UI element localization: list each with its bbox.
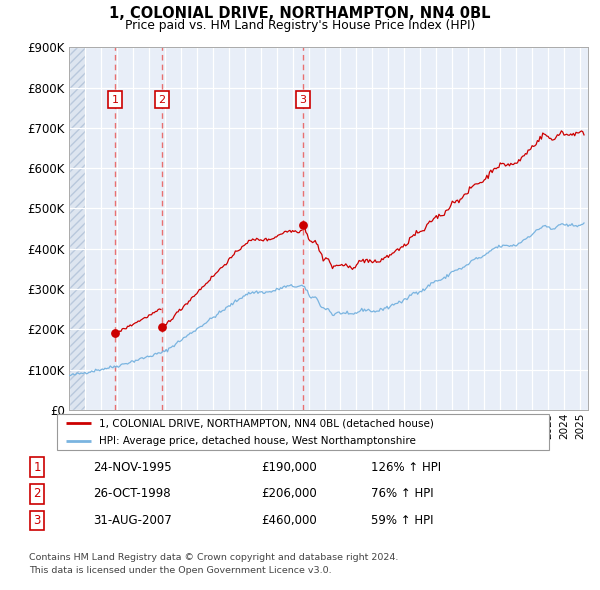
Text: Price paid vs. HM Land Registry's House Price Index (HPI): Price paid vs. HM Land Registry's House …	[125, 19, 475, 32]
Point	[298, 220, 308, 230]
Text: 2: 2	[34, 487, 41, 500]
Text: 1, COLONIAL DRIVE, NORTHAMPTON, NN4 0BL (detached house): 1, COLONIAL DRIVE, NORTHAMPTON, NN4 0BL …	[99, 418, 434, 428]
Text: £206,000: £206,000	[261, 487, 317, 500]
Text: 3: 3	[34, 514, 41, 527]
Text: HPI: Average price, detached house, West Northamptonshire: HPI: Average price, detached house, West…	[99, 436, 416, 445]
Text: £190,000: £190,000	[261, 461, 317, 474]
Text: 1: 1	[112, 95, 119, 105]
FancyBboxPatch shape	[57, 414, 549, 450]
Text: 3: 3	[299, 95, 307, 105]
Point	[157, 322, 167, 332]
Text: 59% ↑ HPI: 59% ↑ HPI	[371, 514, 433, 527]
Text: 31-AUG-2007: 31-AUG-2007	[93, 514, 172, 527]
Text: 1: 1	[34, 461, 41, 474]
Text: 76% ↑ HPI: 76% ↑ HPI	[371, 487, 433, 500]
Point	[110, 329, 120, 338]
Text: This data is licensed under the Open Government Licence v3.0.: This data is licensed under the Open Gov…	[29, 566, 331, 575]
Text: 2: 2	[158, 95, 166, 105]
Text: 26-OCT-1998: 26-OCT-1998	[93, 487, 170, 500]
Text: £460,000: £460,000	[261, 514, 317, 527]
Text: 24-NOV-1995: 24-NOV-1995	[93, 461, 172, 474]
Text: Contains HM Land Registry data © Crown copyright and database right 2024.: Contains HM Land Registry data © Crown c…	[29, 553, 398, 562]
Text: 126% ↑ HPI: 126% ↑ HPI	[371, 461, 441, 474]
Text: 1, COLONIAL DRIVE, NORTHAMPTON, NN4 0BL: 1, COLONIAL DRIVE, NORTHAMPTON, NN4 0BL	[109, 6, 491, 21]
